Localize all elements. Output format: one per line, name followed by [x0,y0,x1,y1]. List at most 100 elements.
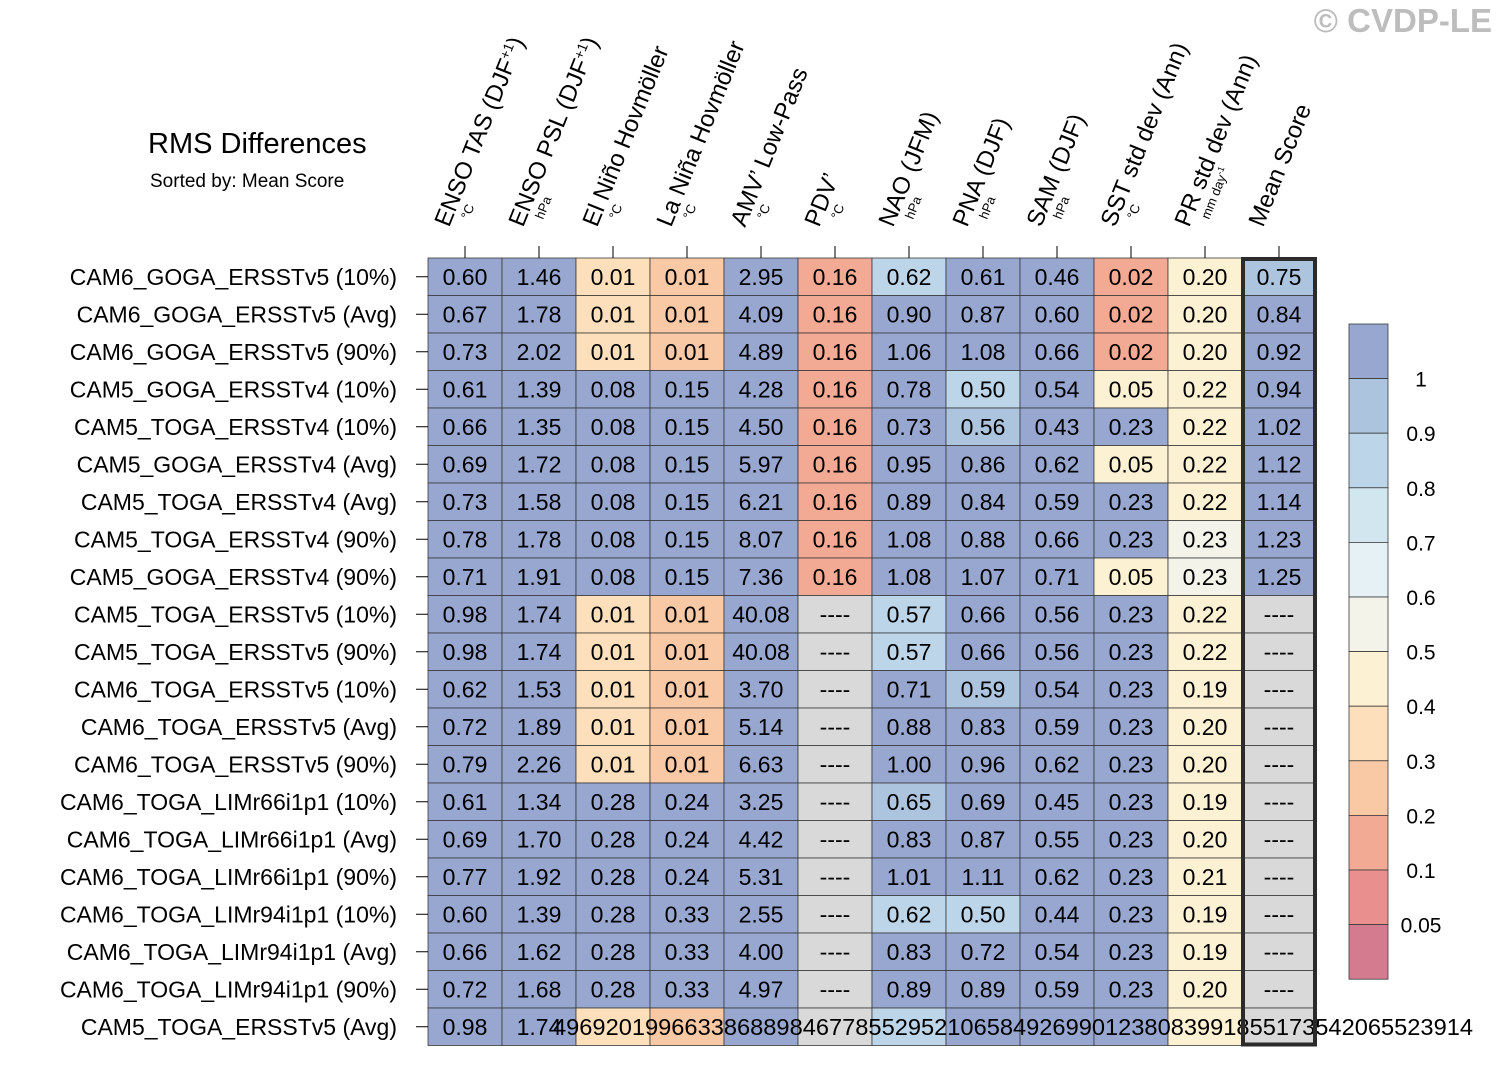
cell-value: 0.01 [665,676,710,702]
cell-value: 1.06 [887,339,932,365]
cell-value: ---- [1264,714,1295,740]
cell-value: 0.01 [665,339,710,365]
cell-value: 0.16 [813,451,858,477]
heatmap-cell [427,782,503,821]
heatmap-cell [1093,520,1169,559]
heatmap-cell [797,482,873,521]
cell-value: 1.78 [517,526,562,552]
cell-value: 0.05 [1109,376,1154,402]
cell-value: 3.70 [739,676,784,702]
cell-value: 0.65 [887,789,932,815]
cell-value: 1.39 [517,376,562,402]
cell-value: 0.01 [591,639,636,665]
cell-overflow-text: 4969201996633868898467785529521065849269… [553,1014,1473,1040]
cell-value: 0.88 [961,526,1006,552]
heatmap-cell [427,707,503,746]
heatmap-cell [427,895,503,934]
column-unit: °C [1124,202,1143,221]
cell-value: 0.77 [443,864,488,890]
cell-value: 0.16 [813,301,858,327]
heatmap-cell [945,1007,1021,1046]
cell-value: 5.14 [739,714,784,740]
chart-title: RMS Differences [148,128,367,160]
cell-value: 0.28 [591,901,636,927]
cell-value: 0.01 [591,264,636,290]
heatmap-cell [1241,1007,1317,1046]
cell-value: 0.16 [813,564,858,590]
row-label: CAM6_TOGA_LIMr66i1p1 (10%) [60,789,397,815]
cell-value: 0.19 [1183,901,1228,927]
heatmap-cell [1093,370,1169,409]
cell-value: 0.08 [591,376,636,402]
cell-value: 0.23 [1109,939,1154,965]
cell-value: 0.23 [1109,864,1154,890]
cell-value: ---- [820,714,851,740]
cell-value: 0.28 [591,939,636,965]
column-unit: °C [458,202,477,221]
heatmap-cell [1167,970,1243,1009]
cell-value: 2.95 [739,264,784,290]
cell-value: 0.24 [665,789,710,815]
cell-value: 0.02 [1109,339,1154,365]
colorbar-label: 0.2 [1406,805,1435,828]
heatmap-cell [871,895,947,934]
cell-value: 0.02 [1109,264,1154,290]
cell-value: 0.62 [1035,751,1080,777]
heatmap-cell [427,332,503,371]
cell-value: 1.92 [517,864,562,890]
heatmap-cell [1241,482,1317,521]
cell-value: ---- [820,751,851,777]
cell-value: 0.23 [1109,976,1154,1002]
colorbar-label: 0.8 [1406,478,1435,501]
cell-value: 0.08 [591,489,636,515]
heatmap-cell [1093,445,1169,484]
cell-value: 0.87 [961,826,1006,852]
cell-value: 0.72 [443,976,488,1002]
cell-value: 0.01 [591,301,636,327]
cell-value: 1.58 [517,489,562,515]
cell-value: ---- [1264,939,1295,965]
cell-value: 1.08 [887,526,932,552]
cell-value: 0.60 [443,264,488,290]
cell-value: 4.28 [739,376,784,402]
cell-value: 1.46 [517,264,562,290]
heatmap-cell [723,707,799,746]
heatmap-cell [871,1007,947,1046]
heatmap-cell [945,557,1021,596]
heatmap-cell [575,1007,651,1046]
heatmap-cell [797,332,873,371]
cell-value: 0.23 [1109,826,1154,852]
heatmap-cell [1093,932,1169,971]
heatmap-cell [1167,445,1243,484]
cell-value: 0.16 [813,414,858,440]
heatmap-cell [427,445,503,484]
cell-value: 0.08 [591,526,636,552]
cell-value: 7.36 [739,564,784,590]
heatmap-cell [1019,1007,1095,1046]
heatmap-cell [871,707,947,746]
cell-value: 0.16 [813,376,858,402]
heatmap-cell [797,632,873,671]
cell-value: 0.54 [1035,376,1080,402]
heatmap-cell [871,445,947,484]
cell-value: 0.20 [1183,714,1228,740]
cell-value: 0.55 [1035,826,1080,852]
cell-value: 0.61 [443,789,488,815]
heatmap-cell [501,820,577,859]
colorbar-segment [1348,487,1389,543]
heatmap-cell [723,370,799,409]
cell-value: 1.08 [961,339,1006,365]
cell-value: ---- [820,601,851,627]
cell-value: 0.19 [1183,789,1228,815]
cell-value: 0.69 [961,789,1006,815]
heatmap-cell [871,782,947,821]
heatmap-cell [797,520,873,559]
row-label: CAM5_TOGA_ERSSTv4 (Avg) [81,489,397,515]
cell-value: 1.12 [1257,451,1302,477]
row-label: CAM5_TOGA_ERSSTv5 (Avg) [81,1014,397,1040]
cell-value: 1.62 [517,939,562,965]
row-label: CAM6_GOGA_ERSSTv5 (90%) [70,339,397,365]
cell-value: 2.02 [517,339,562,365]
cell-value: 0.01 [665,301,710,327]
